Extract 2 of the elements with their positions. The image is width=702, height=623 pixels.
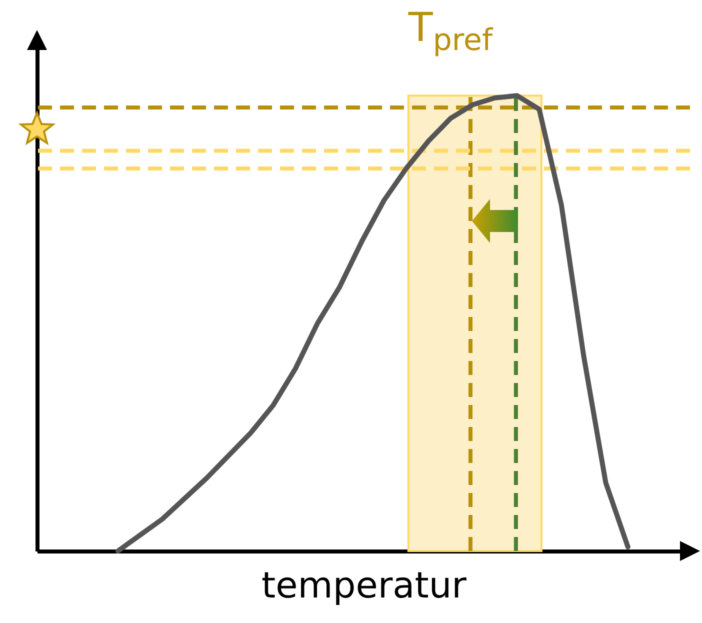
text: T$_{pref}$ xyxy=(408,5,493,58)
x-axis-title: temperatur xyxy=(262,566,467,606)
